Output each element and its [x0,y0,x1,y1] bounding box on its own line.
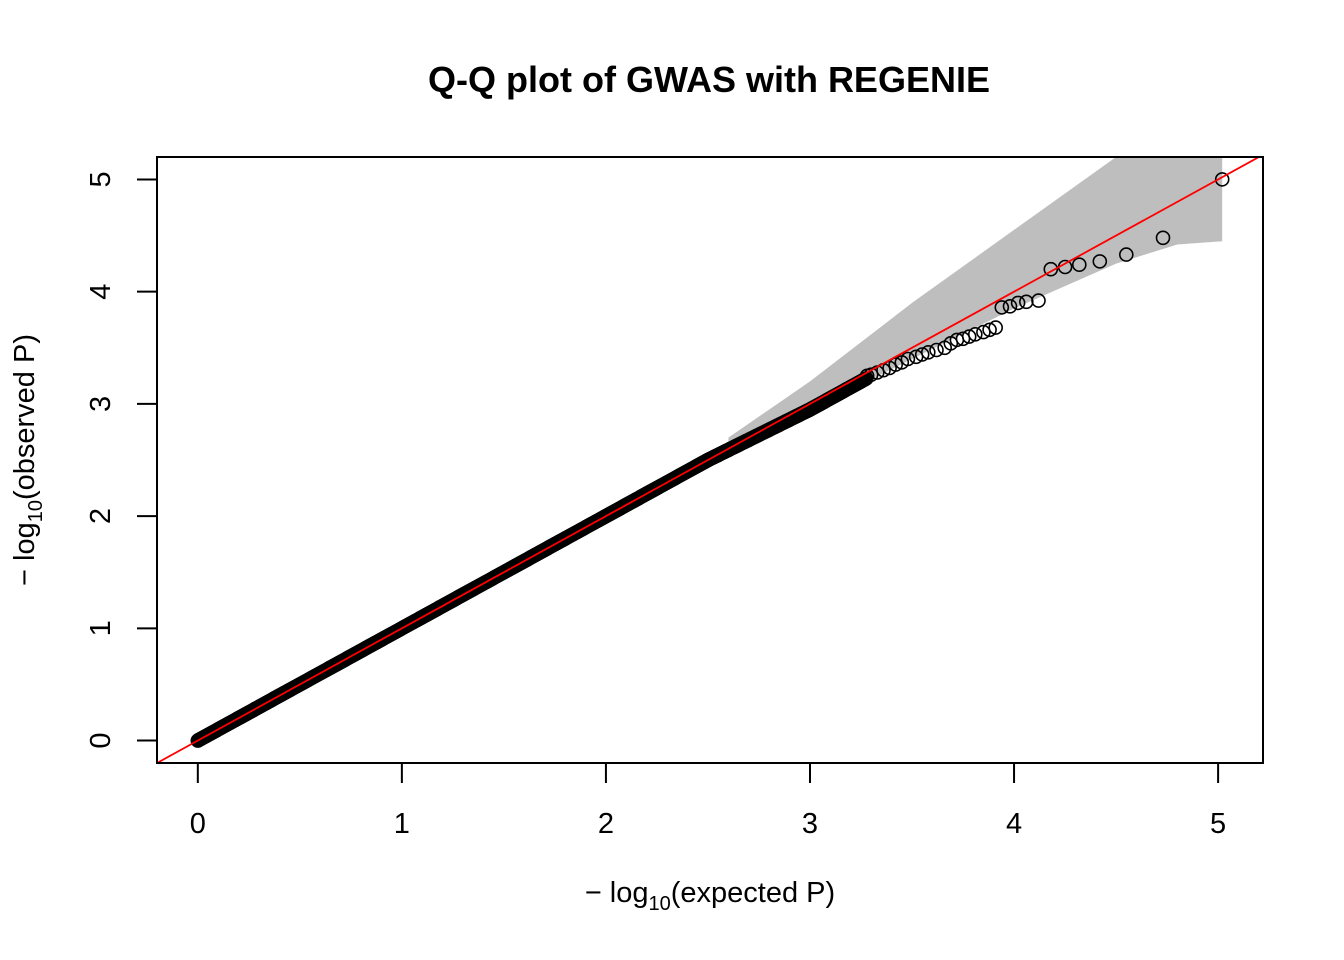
data-point [967,326,983,342]
data-point [1072,257,1087,273]
x-tick-label: 1 [394,808,410,840]
data-points [190,172,1230,748]
y-tick-label: 5 [85,171,117,187]
y-tick-label: 0 [85,732,117,748]
data-point [888,357,904,372]
data-point [961,329,977,344]
data-point [1010,295,1026,311]
x-tick-label: 0 [190,808,206,840]
data-point [1031,293,1046,308]
y-tick-label: 1 [85,620,117,636]
data-point [1092,254,1108,269]
data-point [982,322,997,338]
x-axis: 0 1 2 3 4 5 [190,762,1226,840]
data-point [1043,261,1059,277]
data-point [1155,230,1171,246]
y-axis-label: − log10(observed P) [9,334,47,586]
x-axis-label: − log10(expected P) [585,877,835,915]
reference-line [157,157,1261,763]
data-point [900,351,916,367]
y-tick-label: 3 [85,396,117,412]
data-point [994,300,1010,315]
x-tick-label: 2 [598,808,614,840]
data-point [976,324,991,340]
y-tick-label: 2 [85,508,117,524]
x-tick-label: 5 [1210,808,1226,840]
data-point [920,344,936,360]
data-point [1214,172,1230,187]
data-point [914,347,930,362]
y-axis: 0 1 2 3 4 5 [85,171,158,749]
x-tick-label: 4 [1006,808,1022,840]
data-point [1002,298,1018,314]
chart-title: Q-Q plot of GWAS with REGENIE [428,59,990,100]
data-point [1119,247,1134,262]
x-tick-label: 3 [802,808,818,840]
data-point [929,342,944,358]
y-tick-label: 4 [85,284,117,300]
data-point [955,331,971,347]
data-point [988,320,1004,335]
